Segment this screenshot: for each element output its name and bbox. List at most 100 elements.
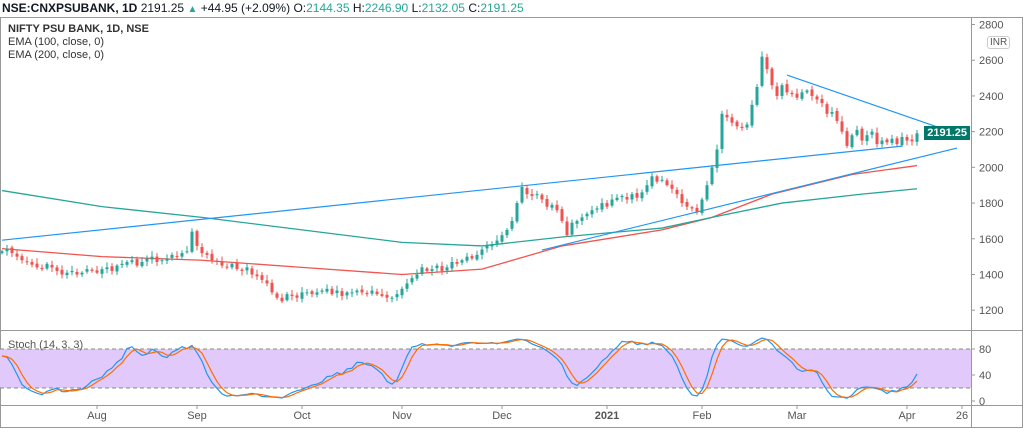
candle-body [715, 149, 719, 168]
price-tick-label: 2600 [979, 55, 1003, 67]
currency-badge[interactable]: INR [987, 36, 1011, 49]
candle-body [145, 258, 149, 262]
candle-body [95, 270, 99, 273]
candle-body [695, 207, 699, 212]
candle-body [875, 132, 879, 145]
stoch-tick-label: 0 [979, 396, 985, 408]
candle-body [685, 201, 689, 207]
candle-body [450, 261, 454, 269]
open-label: O: [293, 1, 307, 15]
candle-body [105, 267, 109, 270]
candle-body [790, 92, 794, 95]
candle-body [430, 269, 434, 271]
legend-title[interactable]: NIFTY PSU BANK, 1D, NSE [8, 23, 149, 35]
candle-body [885, 139, 889, 143]
candle-body [70, 270, 74, 273]
candle-body [325, 288, 329, 292]
candle-body [650, 176, 654, 187]
legend-ema100[interactable]: EMA (100, close, 0) [8, 36, 104, 48]
time-tick-label: Mar [788, 410, 807, 422]
candle-body [315, 292, 319, 295]
legend-stoch[interactable]: Stoch (14, 3, 3) [8, 339, 84, 351]
open-value: 2144.35 [306, 1, 350, 15]
candle-body [50, 264, 54, 268]
last-price: 2191.25 [140, 1, 185, 15]
candle-body [555, 204, 559, 211]
candle-body [125, 261, 129, 265]
legend-ema200[interactable]: EMA (200, close, 0) [8, 49, 104, 61]
candle-body [80, 272, 84, 275]
candle-body [320, 290, 324, 292]
candle-body [700, 199, 704, 214]
candle-body [710, 167, 714, 185]
candle-body [560, 209, 564, 221]
candle-body [480, 249, 484, 255]
candle-body [280, 297, 284, 302]
candle-body [140, 261, 144, 267]
time-tick-label: Nov [392, 410, 412, 422]
candle-body [910, 139, 914, 142]
candle-body [720, 113, 724, 149]
candle-body [835, 110, 839, 121]
candle-body [250, 268, 254, 275]
candle-body [565, 221, 569, 236]
candle-body [705, 185, 709, 200]
chart-frame [0, 17, 1023, 428]
symbol-name[interactable]: NSE:CNXPSUBANK, 1D [2, 1, 138, 15]
candle-body [590, 210, 594, 215]
candle-body [530, 194, 534, 196]
candle-body [350, 292, 354, 294]
candle-body [725, 114, 729, 118]
candle-body [840, 121, 844, 132]
time-tick-label: 26 [956, 410, 968, 422]
candle-body [830, 111, 834, 114]
price-tick-label: 1200 [979, 305, 1003, 317]
candle-body [510, 220, 514, 229]
candle-body [665, 180, 669, 186]
candle-body [490, 244, 494, 247]
candle-body [435, 265, 439, 269]
candle-body [130, 260, 134, 262]
candle-body [820, 98, 824, 104]
candle-body [355, 290, 359, 293]
candle-body [340, 291, 344, 296]
candle-body [390, 297, 394, 299]
candle-body [620, 195, 624, 198]
candle-body [810, 89, 814, 96]
candle-body [850, 135, 854, 147]
ema200-line [1, 188, 918, 247]
candle-body [730, 117, 734, 123]
candle-body [440, 266, 444, 271]
candle-body [210, 253, 214, 261]
candle-body [265, 280, 269, 284]
candle-body [55, 267, 59, 271]
candle-body [40, 267, 44, 270]
candle-body [580, 217, 584, 221]
candle-body [415, 274, 419, 279]
candle-body [330, 288, 334, 295]
candle-body [550, 204, 554, 208]
candle-body [455, 261, 459, 264]
candle-body [180, 253, 184, 257]
close-value: 2191.25 [480, 1, 524, 15]
candle-body [230, 263, 234, 268]
candle-body [30, 261, 34, 265]
low-value: 2132.05 [421, 1, 465, 15]
candle-body [420, 267, 424, 274]
candle-body [635, 193, 639, 198]
candle-body [195, 231, 199, 246]
candle-body [365, 292, 369, 295]
symbol-header: NSE:CNXPSUBANK, 1D 2191.25 ▲ +44.95 (+2.… [2, 1, 524, 15]
candle-body [600, 203, 604, 210]
candle-body [225, 266, 229, 268]
candle-body [800, 92, 804, 99]
candle-body [345, 292, 349, 296]
candle-body [20, 256, 24, 261]
candle-body [900, 136, 904, 146]
candle-body [100, 269, 104, 274]
candle-body [670, 184, 674, 189]
candle-body [240, 269, 244, 271]
candle-body [815, 96, 819, 100]
time-tick-label: Sep [187, 410, 207, 422]
